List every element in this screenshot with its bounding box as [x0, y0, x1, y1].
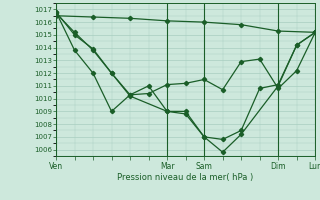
X-axis label: Pression niveau de la mer( hPa ): Pression niveau de la mer( hPa ): [117, 173, 254, 182]
